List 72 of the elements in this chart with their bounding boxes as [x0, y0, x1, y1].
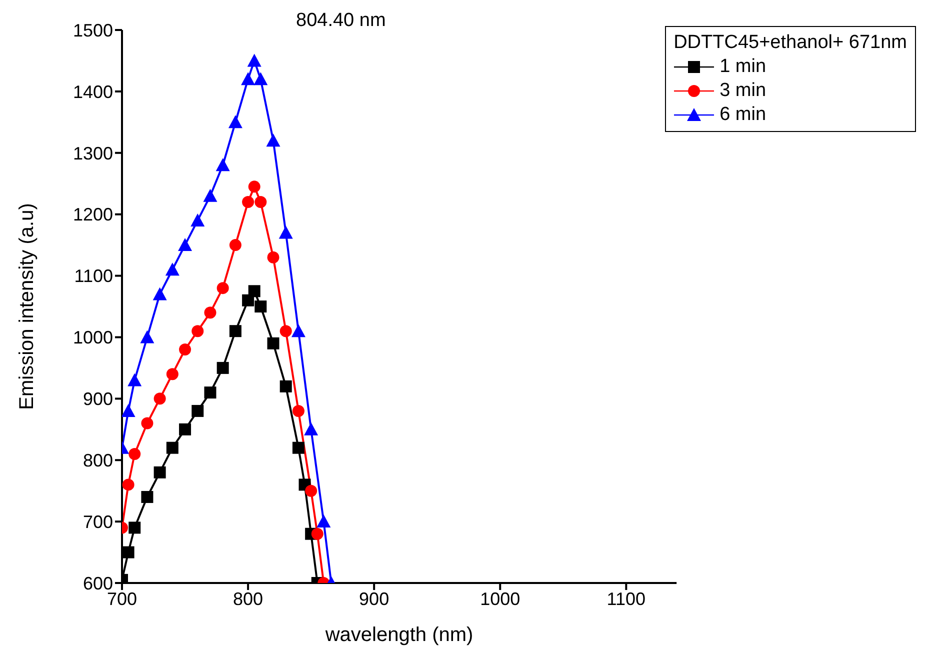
- point: [304, 422, 318, 436]
- y-tick-label: 1000: [72, 328, 113, 348]
- x-axis-title: wavelength (nm): [324, 624, 474, 646]
- point: [254, 72, 268, 86]
- point: [216, 282, 229, 294]
- point: [267, 337, 280, 350]
- point: [292, 442, 304, 454]
- point: [190, 213, 205, 226]
- point: [165, 262, 180, 276]
- point: [192, 404, 204, 417]
- point: [229, 239, 242, 252]
- y-tick-label: 1400: [72, 82, 113, 102]
- y-tick-label: 1200: [72, 204, 113, 225]
- y-tick-label: 700: [82, 512, 113, 532]
- y-tick-label: 800: [82, 450, 113, 470]
- point: [141, 490, 154, 503]
- point: [192, 325, 204, 338]
- point: [311, 528, 324, 540]
- point: [242, 196, 254, 208]
- point: [204, 386, 216, 399]
- point: [280, 380, 292, 392]
- point: [228, 115, 242, 128]
- y-axis-title: Emission intensity (a.u): [16, 203, 38, 410]
- legend-title: DDTTC45+ethanol+ 671nm: [674, 31, 907, 55]
- y-tick-label: 1100: [74, 266, 113, 286]
- point: [229, 325, 242, 338]
- point: [128, 373, 142, 386]
- point: [267, 251, 280, 264]
- point: [241, 72, 256, 86]
- point: [166, 368, 178, 380]
- point: [179, 423, 192, 436]
- annotation: 804.40 nm: [296, 10, 386, 32]
- legend-label: 3 min: [720, 79, 766, 103]
- point: [254, 196, 267, 208]
- point: [292, 404, 304, 417]
- point: [128, 522, 141, 534]
- point: [316, 514, 331, 528]
- point: [266, 134, 280, 147]
- point: [204, 306, 216, 319]
- point: [141, 417, 154, 430]
- x-tick-label: 800: [233, 588, 264, 609]
- point: [216, 158, 230, 172]
- x-tick-label: 900: [359, 588, 390, 609]
- point: [280, 325, 292, 338]
- point: [242, 294, 254, 306]
- point: [216, 362, 229, 374]
- legend-label: 6 min: [720, 103, 766, 127]
- point: [122, 404, 136, 417]
- point: [152, 287, 167, 300]
- point: [128, 448, 141, 460]
- point: [203, 188, 218, 202]
- legend-label: 1 min: [720, 55, 766, 79]
- x-tick-label: 1000: [480, 588, 520, 609]
- point: [122, 546, 134, 558]
- point: [179, 344, 192, 356]
- point: [154, 466, 166, 478]
- point: [247, 54, 262, 67]
- point: [140, 330, 154, 344]
- point: [248, 285, 260, 298]
- point: [154, 392, 166, 405]
- point: [122, 478, 134, 491]
- point: [278, 226, 293, 239]
- point: [291, 324, 306, 338]
- point: [178, 238, 192, 252]
- y-tick-label: 1500: [72, 20, 113, 40]
- y-tick-label: 900: [82, 389, 113, 410]
- point: [166, 442, 178, 454]
- y-tick-label: 1300: [72, 143, 113, 164]
- point: [248, 180, 260, 193]
- point: [305, 484, 318, 497]
- point: [254, 300, 267, 312]
- x-tick-label: 1100: [606, 588, 646, 609]
